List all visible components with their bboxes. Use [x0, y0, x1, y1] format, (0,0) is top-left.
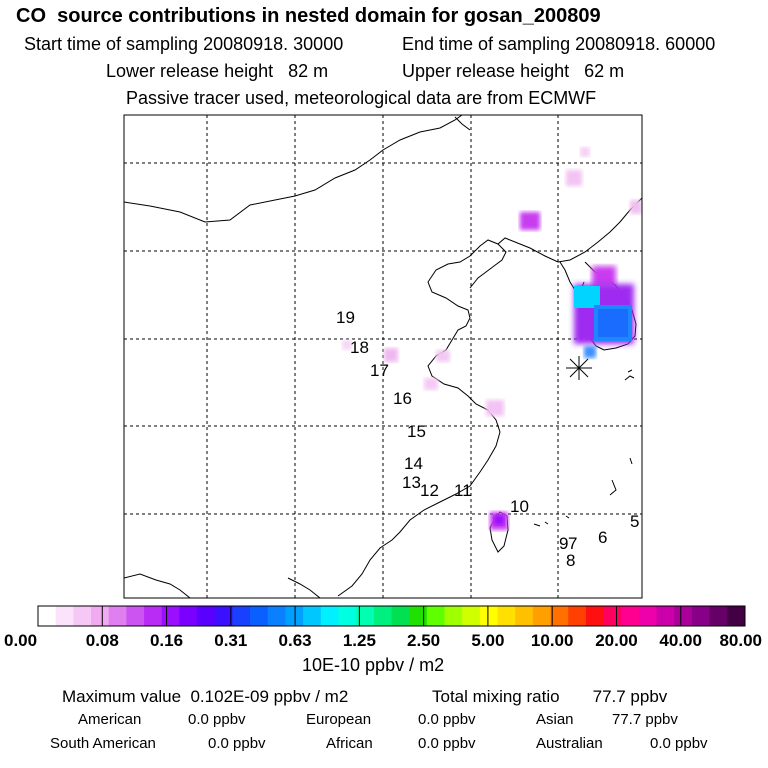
trajectory-label-15: 15 [407, 422, 426, 441]
colorbar-tick-label: 80.00 [719, 631, 762, 650]
trajectory-label-11: 11 [454, 481, 472, 500]
colorbar-segment [674, 606, 693, 626]
colorbar-tick-labels: 0.00 0.08 0.16 0.31 0.63 1.25 2.50 5.00 10.00 20.… [4, 631, 762, 650]
colorbar-segment [462, 606, 481, 626]
colorbar-segment [38, 606, 57, 626]
colorbar-segment [585, 606, 604, 626]
trajectory-label-5: 5 [630, 512, 639, 531]
region-label-african: African [326, 735, 373, 752]
trajectory-label-8: 8 [566, 551, 575, 570]
trajectory-label-16: 16 [393, 389, 412, 408]
colorbar-segment [303, 606, 322, 626]
region-value-african: 0.0 ppbv [418, 735, 476, 752]
tracer-info: Passive tracer used, meteorological data… [126, 88, 597, 108]
region-value-asian: 77.7 ppbv [612, 711, 678, 728]
release-site-marker [566, 356, 592, 380]
trajectory-label-18: 18 [350, 338, 369, 357]
colorbar-segment [108, 606, 127, 626]
trajectory-label-19: 19 [336, 308, 355, 327]
colorbar-segment [621, 606, 640, 626]
colorbar-segment [55, 606, 74, 626]
colorbar-segment [479, 606, 498, 626]
trajectory-label-7: 7 [568, 534, 577, 553]
colorbar-segment [232, 606, 251, 626]
end-time: End time of sampling 20080918. 60000 [402, 34, 716, 54]
colorbar-segment [197, 606, 216, 626]
colorbar-segment [338, 606, 357, 626]
colorbar-segment [73, 606, 92, 626]
colorbar-tick-label: 2.50 [407, 631, 440, 650]
map-frame [123, 114, 643, 599]
colorbar-segment [267, 606, 286, 626]
region-label-american: American [78, 711, 142, 728]
colorbar-segment [320, 606, 339, 626]
colorbar-segment [532, 606, 551, 626]
chart-title: CO source contributions in nested domain… [16, 5, 601, 27]
colorbar-tick-label: 0.63 [279, 631, 312, 650]
colorbar-segment [727, 606, 746, 626]
colorbar [37, 605, 746, 627]
trajectory-label-10: 10 [510, 497, 529, 516]
colorbar-tick-label: 0.31 [214, 631, 247, 650]
region-value-south-american: 0.0 ppbv [208, 735, 266, 752]
colorbar-segment [161, 606, 180, 626]
colorbar-tick-label: 0.08 [86, 631, 119, 650]
colorbar-segment [497, 606, 516, 626]
colorbar-segment [391, 606, 410, 626]
colorbar-segment [285, 606, 304, 626]
region-label-asian: Asian [536, 711, 574, 728]
colorbar-segment [126, 606, 145, 626]
colorbar-segment [373, 606, 392, 626]
colorbar-tick-label: 10.00 [531, 631, 574, 650]
colorbar-tick-label: 1.25 [343, 631, 376, 650]
colorbar-segment [250, 606, 269, 626]
region-value-american: 0.0 ppbv [188, 711, 246, 728]
colorbar-segment [515, 606, 534, 626]
colorbar-tick-label: 5.00 [471, 631, 504, 650]
colorbar-tick-label: 40.00 [659, 631, 702, 650]
colorbar-segment [214, 606, 233, 626]
colorbar-segment [356, 606, 375, 626]
region-label-european: European [306, 711, 372, 728]
trajectory-label-14: 14 [404, 454, 423, 473]
colorbar-tick-label: 20.00 [595, 631, 638, 650]
lower-release-height: Lower release height 82 m [106, 61, 329, 81]
colorbar-segment [179, 606, 198, 626]
colorbar-segment [568, 606, 587, 626]
colorbar-segment [603, 606, 622, 626]
region-label-south-american: South American [50, 735, 156, 752]
start-time: Start time of sampling 20080918. 30000 [24, 34, 344, 54]
colorbar-unit-label: 10E-10 ppbv / m2 [302, 655, 445, 675]
colorbar-segment [409, 606, 428, 626]
colorbar-segment [691, 606, 711, 626]
colorbar-segment [426, 606, 445, 626]
total-mixing-ratio: Total mixing ratio 77.7 ppbv [432, 687, 668, 706]
trajectory-label-13: 13 [402, 473, 421, 492]
gridlines [124, 115, 642, 598]
concentration-field [342, 147, 642, 530]
colorbar-segment [638, 606, 658, 626]
colorbar-frame [37, 605, 746, 627]
region-value-european: 0.0 ppbv [418, 711, 476, 728]
trajectory-label-9: 9 [559, 534, 568, 553]
trajectory-label-6: 6 [598, 528, 607, 547]
colorbar-segment [91, 606, 110, 626]
trajectory-label-17: 17 [370, 361, 389, 380]
colorbar-segment [656, 606, 675, 626]
colorbar-segment [444, 606, 463, 626]
max-value: Maximum value 0.102E-09 ppbv / m2 [62, 687, 349, 706]
colorbar-segment [144, 606, 163, 626]
colorbar-tick-label: 0.00 [4, 631, 37, 650]
colorbar-segment [550, 606, 569, 626]
trajectory-label-12: 12 [420, 481, 439, 500]
colorbar-segment [709, 606, 728, 626]
region-value-australian: 0.0 ppbv [650, 735, 708, 752]
region-label-australian: Australian [536, 735, 603, 752]
upper-release-height: Upper release height 62 m [402, 61, 625, 81]
colorbar-tick-label: 0.16 [150, 631, 183, 650]
